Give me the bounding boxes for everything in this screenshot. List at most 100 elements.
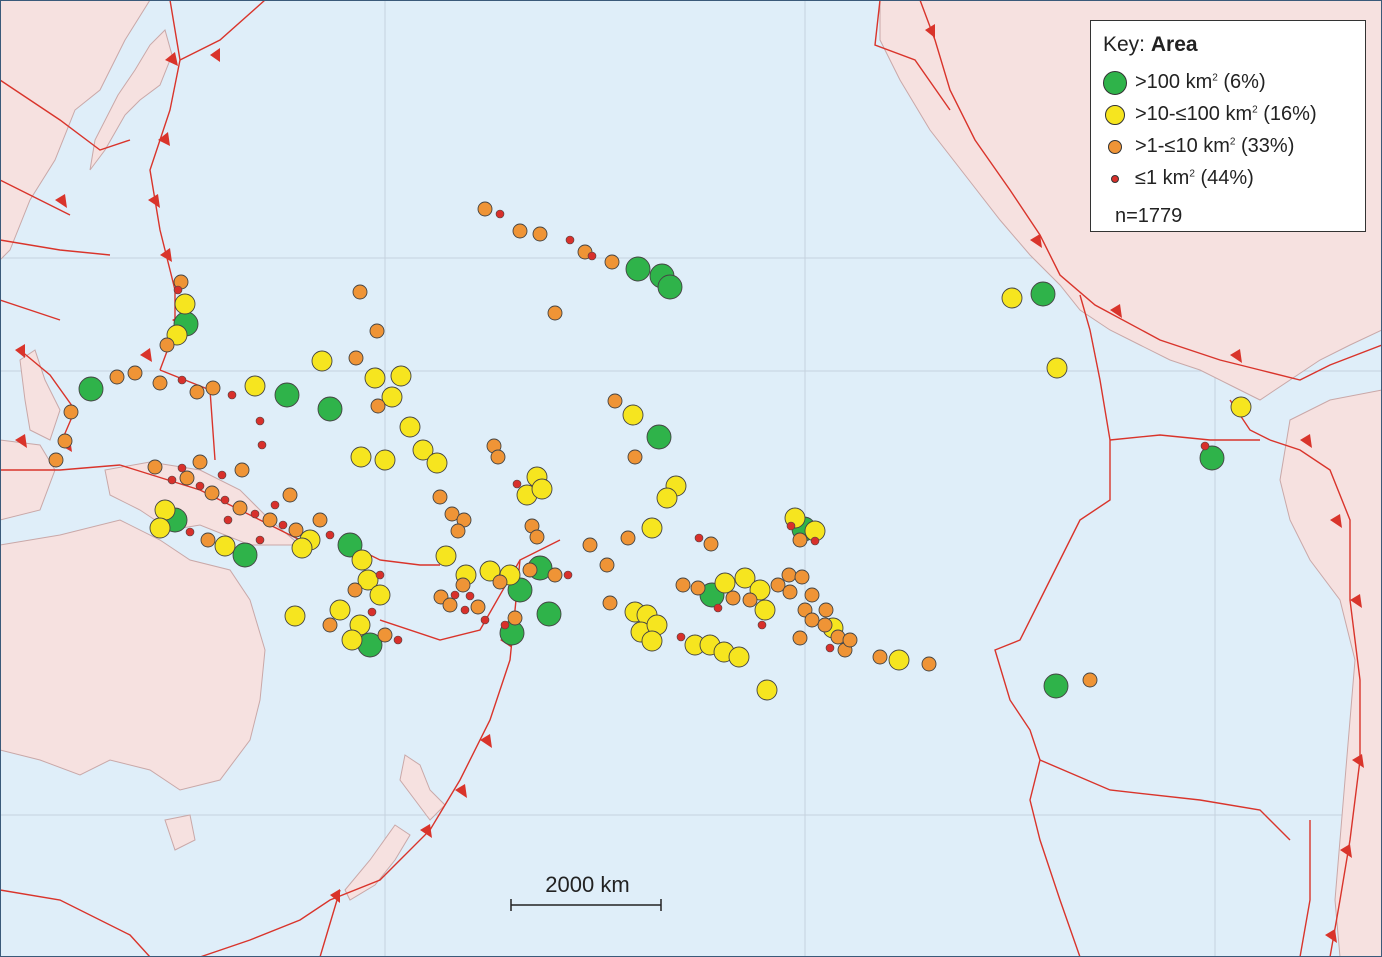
island-point-le1 — [375, 570, 385, 580]
island-point-le1 — [173, 285, 183, 295]
island-point-1-10 — [818, 602, 834, 618]
island-point-1-10 — [147, 459, 163, 475]
island-point-le1 — [810, 536, 820, 546]
island-point-1-10 — [599, 557, 615, 573]
island-point-10-100 — [174, 293, 196, 315]
island-point-le1 — [177, 375, 187, 385]
island-point-10-100 — [656, 487, 678, 509]
island-point-10-100 — [357, 569, 379, 591]
island-point-le1 — [177, 463, 187, 473]
island-point-10-100 — [728, 646, 750, 668]
island-point-10-100 — [1046, 357, 1068, 379]
island-point-le1 — [450, 590, 460, 600]
island-point-1-10 — [444, 506, 460, 522]
island-point-10-100 — [369, 584, 391, 606]
new-zealand-south — [344, 824, 411, 901]
island-point-1-10 — [607, 393, 623, 409]
island-point-gt100 — [1030, 281, 1056, 307]
scale-bar-label-box: 2000 km — [505, 872, 670, 912]
new-guinea — [104, 461, 302, 546]
legend-item-le1: ≤1 km2 (44%) — [1091, 165, 1365, 195]
island-point-1-10 — [804, 587, 820, 603]
island-point-1-10 — [189, 384, 205, 400]
island-point-1-10 — [804, 612, 820, 628]
island-point-le1 — [393, 635, 403, 645]
island-point-le1 — [250, 509, 260, 519]
legend-label-le1: ≤1 km2 (44%) — [1135, 167, 1254, 189]
island-point-gt100 — [1043, 673, 1069, 699]
island-point-le1 — [563, 570, 573, 580]
island-point-10-100 — [1230, 396, 1252, 418]
island-point-le1 — [713, 603, 723, 613]
island-point-1-10 — [234, 462, 250, 478]
island-point-1-10 — [703, 536, 719, 552]
island-point-10-100 — [756, 679, 778, 701]
island-point-gt100 — [536, 601, 562, 627]
island-point-le1 — [255, 416, 265, 426]
island-point-1-10 — [370, 398, 386, 414]
island-point-1-10 — [602, 595, 618, 611]
island-point-10-100 — [329, 599, 351, 621]
island-point-1-10 — [921, 656, 937, 672]
island-point-1-10 — [442, 597, 458, 613]
island-point-1-10 — [204, 485, 220, 501]
island-point-1-10 — [63, 404, 79, 420]
island-point-1-10 — [152, 375, 168, 391]
island-point-1-10 — [432, 489, 448, 505]
island-point-1-10 — [742, 592, 758, 608]
island-point-10-100 — [381, 386, 403, 408]
island-point-1-10 — [842, 632, 858, 648]
australia — [0, 519, 266, 791]
island-point-le1 — [465, 591, 475, 601]
island-point-le1 — [587, 251, 597, 261]
island-point-10-100 — [435, 545, 457, 567]
island-point-10-100 — [341, 629, 363, 651]
island-point-10-100 — [351, 549, 373, 571]
small-orange-circle-icon — [1108, 140, 1122, 154]
island-point-1-10 — [262, 512, 278, 528]
japan — [89, 29, 173, 171]
island-point-le1 — [278, 520, 288, 530]
island-point-10-100 — [734, 567, 756, 589]
island-point-10-100 — [374, 449, 396, 471]
island-point-le1 — [255, 535, 265, 545]
island-point-le1 — [185, 527, 195, 537]
large-green-circle-icon — [1103, 71, 1127, 95]
south-america — [1279, 389, 1382, 957]
island-point-1-10 — [782, 584, 798, 600]
island-point-gt100 — [657, 274, 683, 300]
legend-label-gt100: >100 km2 (6%) — [1135, 71, 1266, 93]
island-point-1-10 — [352, 284, 368, 300]
island-point-10-100 — [426, 452, 448, 474]
island-point-le1 — [257, 440, 267, 450]
island-point-1-10 — [200, 532, 216, 548]
island-point-1-10 — [348, 350, 364, 366]
new-zealand-north — [399, 754, 446, 821]
island-point-le1 — [757, 620, 767, 630]
island-point-1-10 — [794, 569, 810, 585]
island-point-1-10 — [322, 617, 338, 633]
island-points — [48, 201, 1252, 701]
island-point-10-100 — [641, 630, 663, 652]
legend-title: Key: Area — [1103, 33, 1198, 57]
island-point-1-10 — [620, 530, 636, 546]
island-point-1-10 — [282, 487, 298, 503]
island-point-1-10 — [604, 254, 620, 270]
medium-yellow-circle-icon — [1105, 105, 1125, 125]
island-point-1-10 — [312, 512, 328, 528]
island-point-le1 — [500, 620, 510, 630]
island-point-1-10 — [675, 577, 691, 593]
island-point-1-10 — [127, 365, 143, 381]
philippines — [19, 349, 61, 441]
island-point-1-10 — [470, 599, 486, 615]
island-point-1-10 — [477, 201, 493, 217]
legend-item-10-100: >10-≤100 km2 (16%) — [1091, 101, 1365, 131]
legend: Key: Area >100 km2 (6%) >10-≤100 km2 (16… — [1090, 20, 1366, 232]
island-point-le1 — [1200, 441, 1210, 451]
island-point-le1 — [217, 470, 227, 480]
island-point-1-10 — [192, 454, 208, 470]
island-point-10-100 — [364, 367, 386, 389]
island-point-le1 — [512, 479, 522, 489]
island-point-le1 — [223, 515, 233, 525]
island-point-1-10 — [347, 582, 363, 598]
